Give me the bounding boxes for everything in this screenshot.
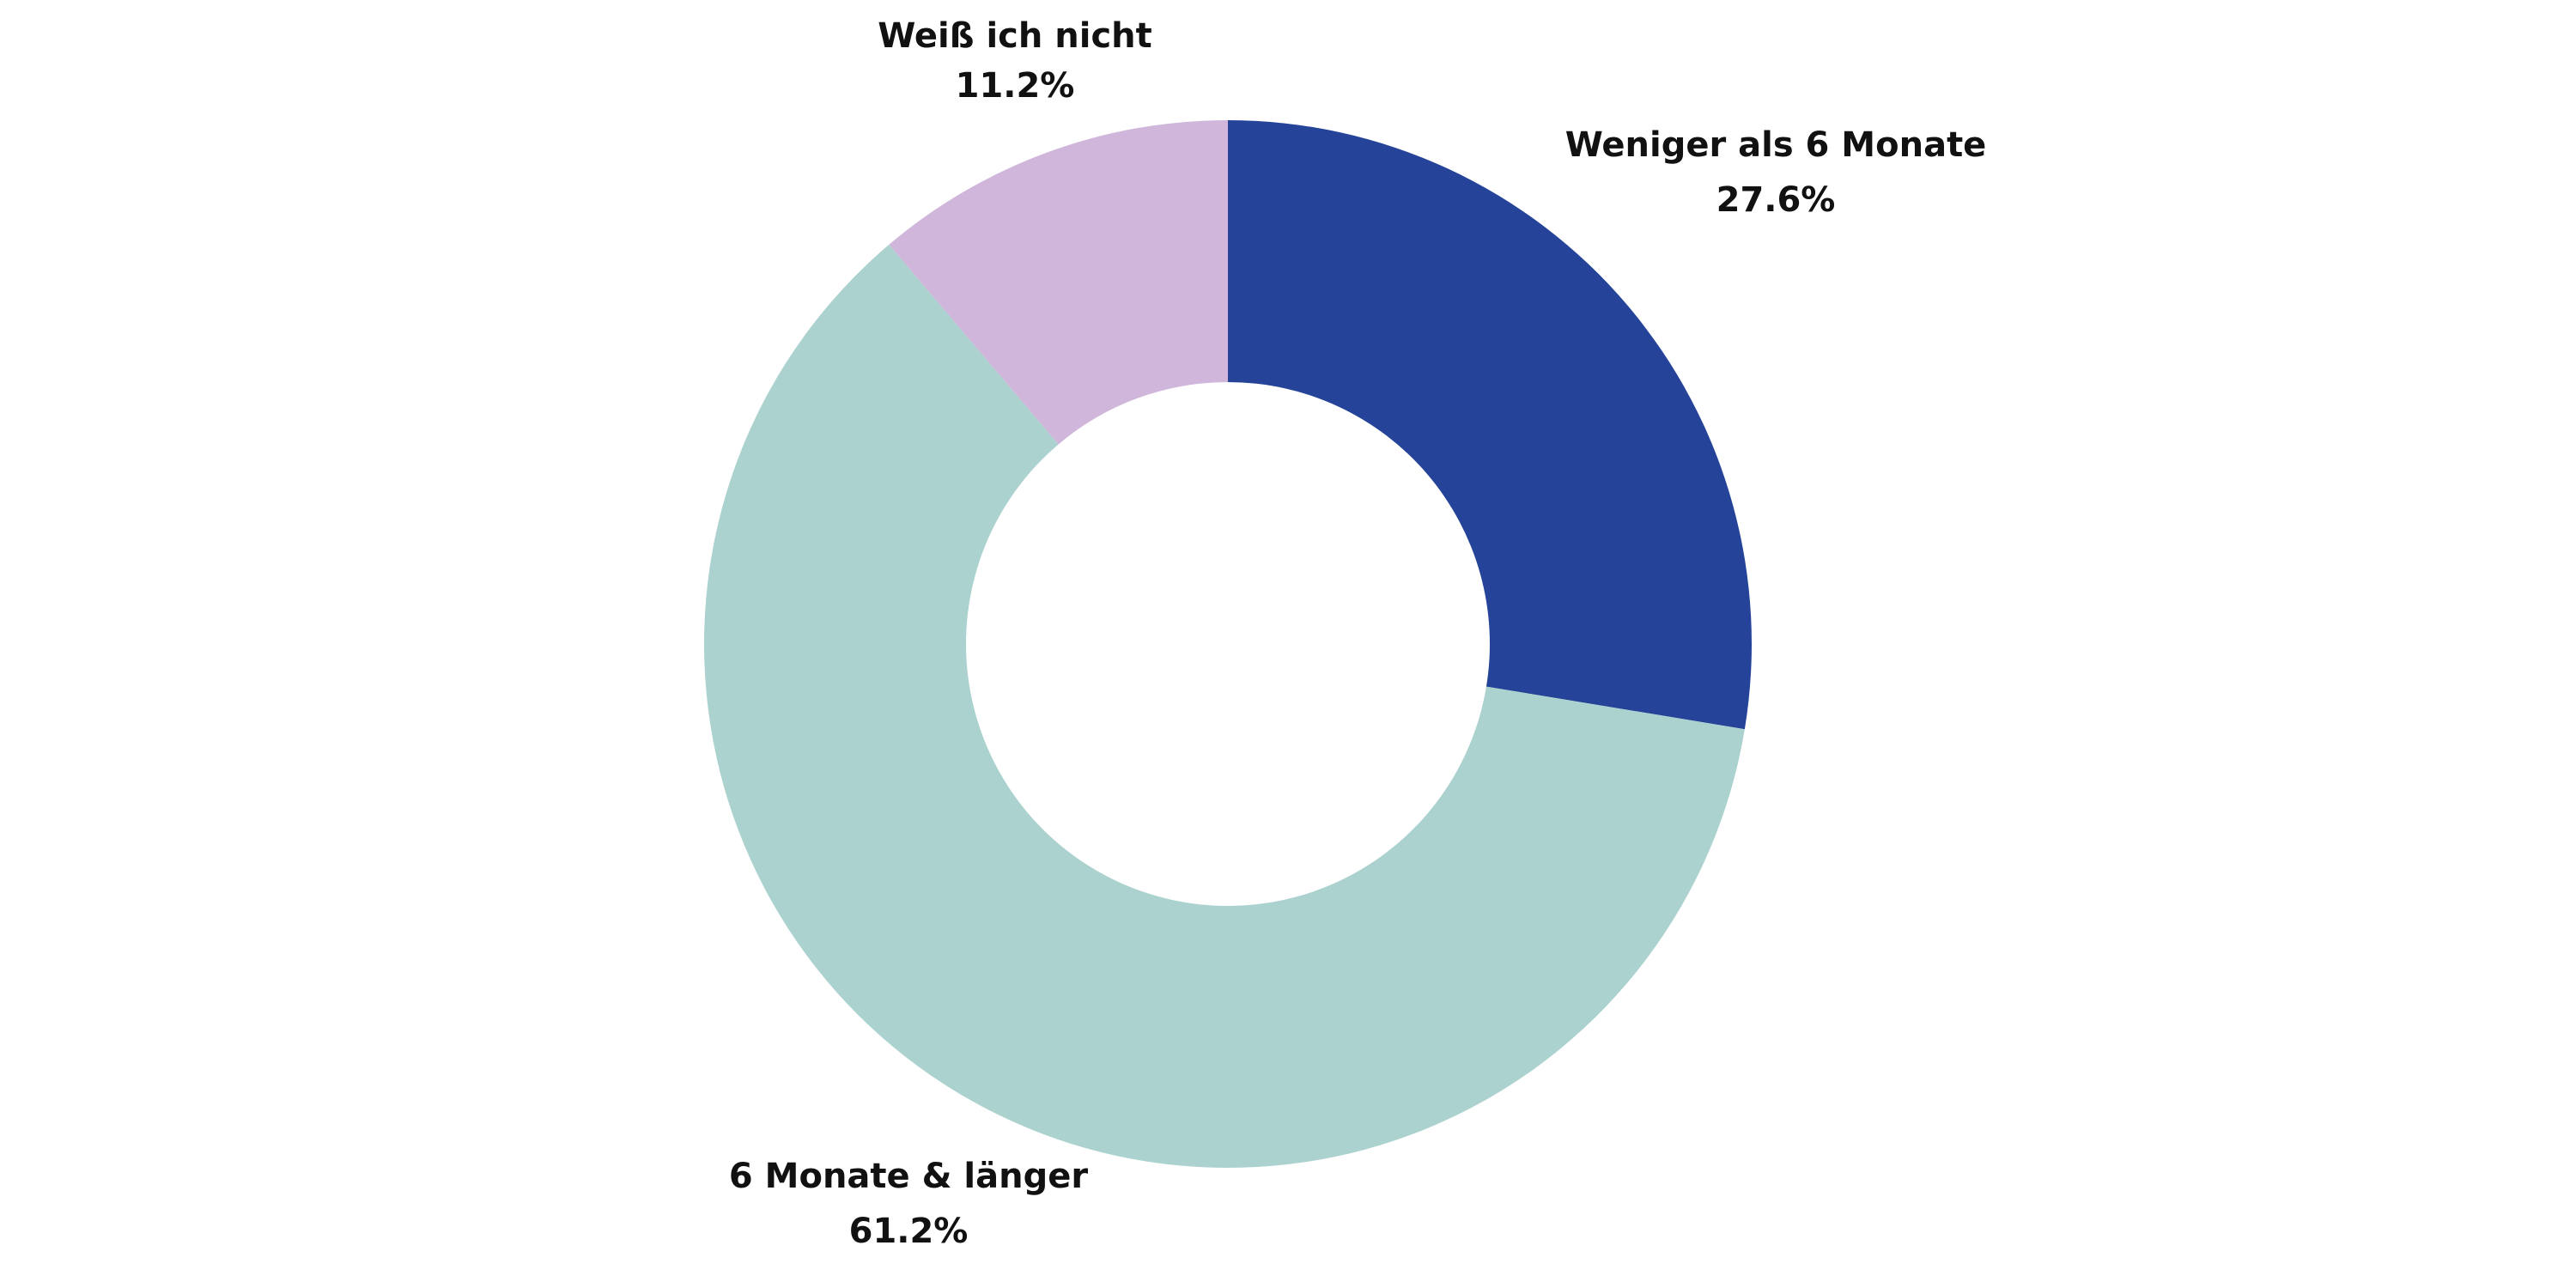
slice-label: Weiß ich nicht xyxy=(878,16,1152,56)
donut-slice xyxy=(1228,120,1752,730)
donut-slice xyxy=(889,120,1228,445)
slice-value-label: 11.2% xyxy=(956,66,1075,106)
slice-label: 6 Monate & länger xyxy=(729,1157,1088,1196)
slice-label: Weniger als 6 Monate xyxy=(1565,125,1987,165)
slice-value-label: 61.2% xyxy=(849,1212,969,1251)
slice-value-label: 27.6% xyxy=(1716,180,1836,220)
donut-slice xyxy=(703,244,1745,1169)
